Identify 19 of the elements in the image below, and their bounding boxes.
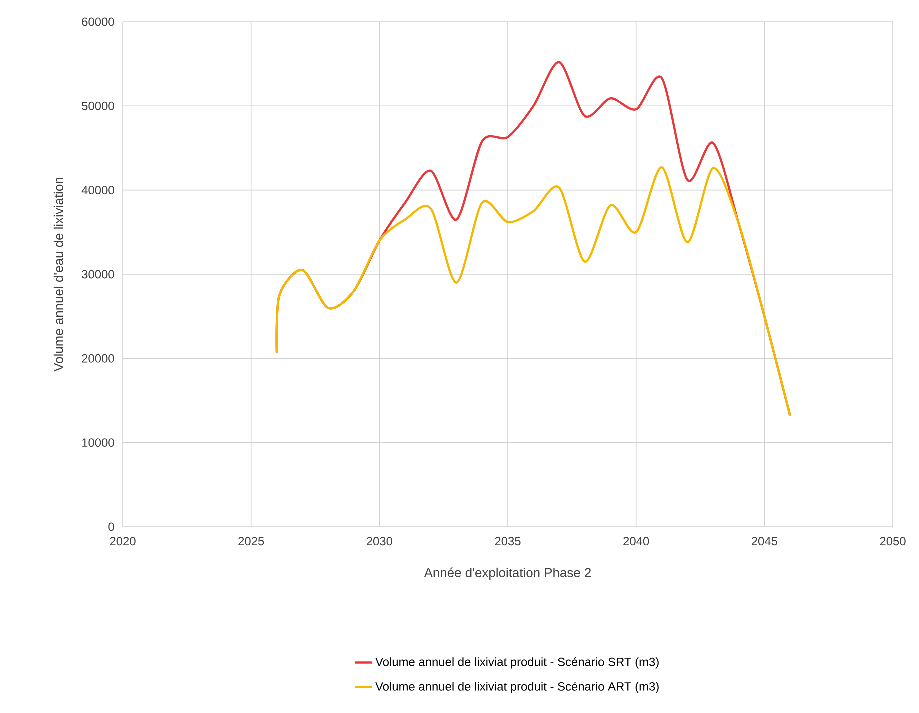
y-tick-label: 10000 bbox=[82, 438, 114, 448]
x-tick-label: 2025 bbox=[238, 537, 264, 546]
y-tick-label: 20000 bbox=[82, 354, 114, 363]
x-tick-label: 2035 bbox=[495, 537, 521, 546]
legend-label: Volume annuel de lixiviat produit - Scénario ART (m3) bbox=[376, 682, 659, 694]
y-tick-label: 40000 bbox=[82, 186, 114, 195]
y-tick-label: 50000 bbox=[82, 102, 114, 110]
y-tick-label: 30000 bbox=[82, 270, 114, 279]
x-tick-label: 2020 bbox=[110, 537, 136, 546]
x-tick-label: 2045 bbox=[752, 537, 778, 546]
x-axis-title: Année d'exploitation Phase 2 bbox=[424, 568, 591, 580]
legend-label: Volume annuel de lixiviat produit - Scénario SRT (m3) bbox=[376, 657, 659, 669]
y-tick-label: 60000 bbox=[82, 18, 114, 26]
x-tick-label: 2040 bbox=[624, 537, 650, 546]
x-tick-label: 2030 bbox=[366, 537, 393, 546]
line-series bbox=[276, 166, 792, 417]
x-tick-label: 2050 bbox=[880, 537, 906, 546]
y-tick-label: 0 bbox=[108, 522, 114, 532]
y-axis-title: Volume annuel d'eau de lixiviation bbox=[54, 178, 64, 372]
